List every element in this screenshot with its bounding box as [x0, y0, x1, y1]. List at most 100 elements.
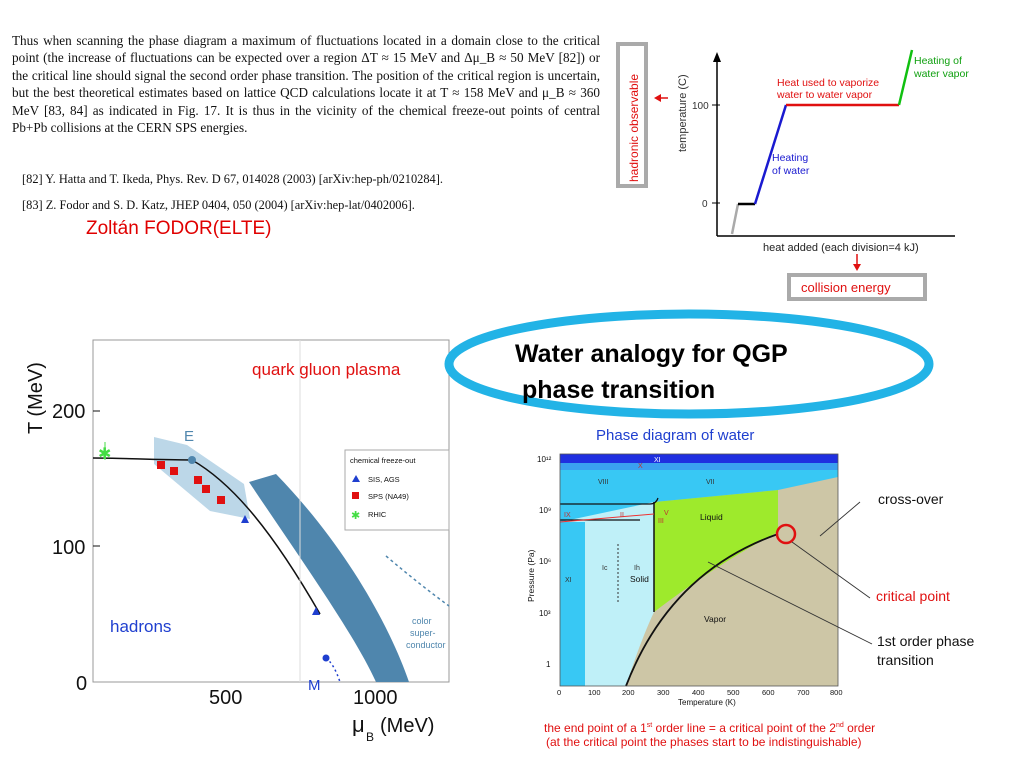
water-x-ticks: 0 100 200 300 400 500 600 700 800 [557, 688, 843, 697]
svg-text:600: 600 [762, 688, 775, 697]
svg-text:500: 500 [727, 688, 740, 697]
paper-paragraph: Thus when scanning the phase diagram a m… [12, 33, 600, 136]
collision-energy-label: collision energy [801, 280, 891, 295]
sis-ags-point [241, 515, 249, 523]
legend-square-icon [352, 492, 359, 499]
heating-water-label-1: Heating [772, 152, 808, 164]
xtick-500: 500 [209, 687, 242, 709]
sps-point [157, 461, 165, 469]
svg-text:700: 700 [797, 688, 810, 697]
point-E [188, 456, 196, 464]
callout-line-2: phase transition [522, 376, 715, 404]
callout-line-1: Water analogy for QGP [515, 340, 788, 368]
reference-83: [83] Z. Fodor and S. D. Katz, JHEP 0404,… [22, 198, 415, 212]
dotted-boundary [385, 555, 450, 607]
arrow-left-icon [654, 94, 661, 102]
footnote-line-2: (at the critical point the phases start … [546, 735, 862, 749]
top-ice-region [560, 454, 838, 463]
freeze-out-curve [92, 457, 321, 615]
xtick-1000: 1000 [353, 687, 398, 709]
vapor-label-2: water vapor [913, 68, 969, 80]
hadronic-observable-box [616, 42, 648, 188]
ytick-200: 200 [52, 401, 85, 423]
first-order-label-2: transition [877, 652, 934, 668]
water-x-label: Temperature (K) [678, 698, 736, 707]
wytick-1: 1 [546, 660, 551, 669]
legend-item-2: SPS (NA49) [368, 492, 409, 501]
temperature-axis-label: temperature (C) [677, 74, 689, 152]
vaporize-label-2: water to water vapor [776, 89, 873, 101]
ice-iii-label: III [658, 518, 664, 525]
heat-added-label: heat added (each division=4 kJ) [763, 242, 919, 254]
arrow-down-icon [853, 264, 861, 271]
wytick-1e9: 10⁹ [539, 506, 551, 515]
segment-heating-water [753, 104, 788, 205]
water-title: Phase diagram of water [596, 427, 754, 444]
liquid-label: Liquid [700, 512, 723, 522]
hadrons-label: hadrons [110, 617, 171, 636]
qcd-y-label: T (MeV) [25, 362, 47, 434]
vapor-label: Vapor [704, 614, 726, 624]
heating-water-label-2: of water [772, 165, 810, 177]
author-label: Zoltán FODOR(ELTE) [86, 218, 272, 239]
wytick-1e6: 10⁶ [539, 557, 551, 566]
footnote-line-1: the end point of a 1st order line = a cr… [544, 721, 875, 735]
crossover-label: cross-over [878, 491, 944, 507]
high-pressure-ice-region [560, 454, 838, 522]
ytick-0: 0 [76, 673, 87, 695]
wytick-1e12: 10¹² [537, 455, 552, 464]
svg-text:400: 400 [692, 688, 705, 697]
tick-100: 100 [692, 101, 709, 112]
wytick-1e3: 10³ [539, 609, 551, 618]
ice-ix-label: IX [564, 512, 571, 519]
label-E: E [184, 428, 194, 445]
heating-curve-diagram: hadronic observable temperature (C) 100 … [616, 42, 969, 301]
sps-point [202, 485, 210, 493]
legend-item-3: RHIC [368, 510, 387, 519]
sis-ags-point [312, 607, 320, 615]
ice-xi-label: XI [565, 577, 572, 584]
vapor-label-1: Heating of [914, 55, 962, 67]
csc-label-1: color [412, 616, 432, 626]
ice-xi-top-label: XI [654, 457, 661, 464]
solid-label: Solid [630, 574, 649, 584]
sps-point [194, 476, 202, 484]
ice-viii-label: VIII [598, 479, 609, 486]
qcd-x-unit: (MeV) [380, 715, 434, 737]
water-phase-diagram: Phase diagram of water Liquid Solid Vapo… [526, 427, 974, 749]
water-y-label: Pressure (Pa) [526, 549, 536, 602]
svg-text:800: 800 [830, 688, 843, 697]
sps-point [170, 467, 178, 475]
segment-ice [730, 203, 740, 235]
ytick-100: 100 [52, 537, 85, 559]
sps-point [217, 496, 225, 504]
qcd-phase-diagram: E M ✱ quark gluon plasma hadrons color s… [25, 339, 450, 744]
vaporize-label-1: Heat used to vaporize [777, 77, 879, 89]
segment-heating-vapor [897, 49, 914, 106]
collision-energy-box [787, 273, 927, 301]
qcd-x-label: μ [352, 712, 365, 737]
tick-0: 0 [702, 199, 708, 210]
ice-vii-label: VII [706, 479, 715, 486]
point-M [322, 654, 330, 662]
ice-ih-label: Ih [634, 565, 640, 572]
color-superconductor-band [249, 474, 409, 682]
label-M: M [308, 677, 321, 694]
critical-point-label: critical point [876, 588, 950, 604]
ice-v-label: V [664, 510, 669, 517]
svg-text:100: 100 [588, 688, 601, 697]
ice-ii-label: II [620, 512, 624, 519]
legend-triangle-icon [352, 475, 360, 482]
qcd-x-sub: B [366, 730, 374, 744]
legend-box [344, 449, 450, 531]
coexistence-curve [625, 533, 779, 687]
hadronic-observable-label: hadronic observable [627, 74, 641, 182]
legend-title: chemical freeze-out [350, 456, 416, 465]
svg-text:200: 200 [622, 688, 635, 697]
csc-label-2: super- [410, 628, 436, 638]
reference-82: [82] Y. Hatta and T. Ikeda, Phys. Rev. D… [22, 172, 443, 186]
critical-point-marker [775, 523, 797, 545]
qgp-label: quark gluon plasma [252, 360, 401, 379]
ice-xi-region [560, 522, 585, 686]
svg-text:300: 300 [657, 688, 670, 697]
